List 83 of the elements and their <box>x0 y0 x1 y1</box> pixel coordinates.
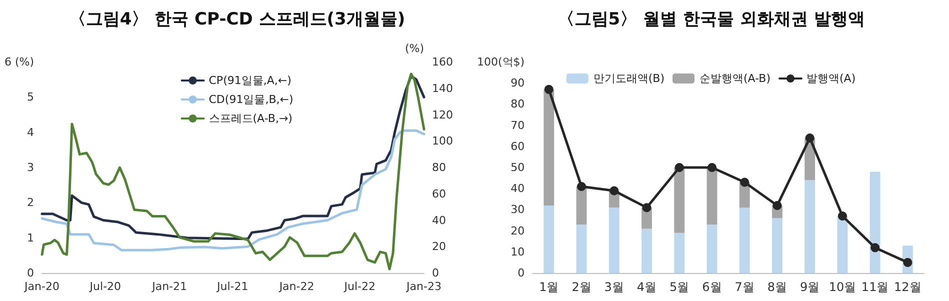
point <box>642 203 652 212</box>
chart-title: 〈그림5〉 월별 한국물 외화채권 발행액 <box>557 10 865 30</box>
bar <box>576 224 587 273</box>
y-tick-label: 30 <box>510 203 525 216</box>
x-tick-label: 5월 <box>670 280 690 294</box>
y-tick-label: 2 <box>27 196 34 210</box>
x-tick-label: 1월 <box>539 280 559 294</box>
bar <box>544 205 554 273</box>
x-tick-label: 7월 <box>734 280 754 294</box>
y-tick-label: 90 <box>510 76 525 90</box>
y-tick-label: 4 <box>27 126 34 139</box>
line-series <box>40 72 426 270</box>
point <box>838 212 847 221</box>
bar <box>674 168 685 233</box>
y-tick-label: 20 <box>510 224 525 238</box>
x-tick-label: 10월 <box>828 280 856 294</box>
y-tick-label: 5 <box>27 90 34 104</box>
bar <box>706 224 718 273</box>
y2-tick-label: 20 <box>432 240 446 254</box>
point <box>740 178 750 187</box>
bar <box>544 89 554 206</box>
y2-tick-label: 160 <box>432 56 453 68</box>
bar <box>706 168 718 224</box>
x-tick-label: 3월 <box>604 280 624 294</box>
y-tick-label: 6 (%) <box>4 56 34 68</box>
legend-label: 발행액(A) <box>806 72 856 85</box>
point <box>674 163 684 172</box>
y2-tick-label: 40 <box>432 214 446 227</box>
y-tick-label: 10 <box>510 245 525 258</box>
x-tick-label: 12월 <box>894 280 922 294</box>
x-tick-label: 4월 <box>636 280 657 294</box>
x-tick-label: 2월 <box>572 280 592 294</box>
x-tick-label: 11월 <box>861 280 889 294</box>
x-tick-label: 6월 <box>702 280 722 294</box>
bar <box>739 208 750 273</box>
x-tick-label: Jan-20 <box>24 280 60 293</box>
x-tick-label: Jul-21 <box>216 280 248 293</box>
y-tick-label: 40 <box>510 182 525 196</box>
y2-tick-label: 80 <box>432 161 446 174</box>
line-series <box>40 129 426 252</box>
point <box>805 133 814 142</box>
bar <box>837 216 848 273</box>
bar <box>642 228 652 273</box>
y-tick-label: 60 <box>510 140 525 153</box>
chart-title: 〈그림4〉 한국 CP-CD 스프레드(3개월물) <box>68 10 406 30</box>
legend-label: CD(91일물,B,←) <box>208 93 294 106</box>
y-tick-label: 100(억$) <box>477 56 525 68</box>
legend-label: 만기도래액(B) <box>593 72 665 85</box>
y-tick-label: 0 <box>27 266 34 280</box>
y-tick-label: 1 <box>27 231 34 244</box>
x-tick-label: Jan-23 <box>406 280 442 293</box>
bar <box>674 232 685 273</box>
x-tick-label: Jan-22 <box>278 280 314 293</box>
y2-tick-label: 140 <box>432 82 453 95</box>
legend-label: 스프레드(A-B,→) <box>208 112 292 125</box>
point <box>870 243 880 252</box>
x-tick-label: Jul-20 <box>88 280 122 293</box>
x-tick-label: 9월 <box>800 280 820 294</box>
bar <box>608 208 620 273</box>
y2-tick-label: 60 <box>432 187 446 200</box>
point <box>707 163 716 172</box>
legend-label: 순발행액(A-B) <box>700 72 771 85</box>
x-tick-label: Jan-21 <box>151 280 188 293</box>
y-tick-label: 70 <box>510 118 525 132</box>
y-tick-label: 3 <box>27 161 34 174</box>
y-tick-label: 50 <box>510 161 525 174</box>
bar <box>804 180 816 273</box>
point <box>610 186 619 196</box>
point <box>544 84 554 94</box>
bar <box>870 172 880 273</box>
y2-tick-label: 100 <box>432 134 453 148</box>
x-tick-label: Jul-22 <box>343 280 376 293</box>
x-tick-label: 8월 <box>767 280 788 294</box>
legend-label: CP(91일물,A,←) <box>208 74 292 87</box>
point <box>772 200 782 210</box>
point <box>577 182 586 191</box>
line-series <box>40 74 426 240</box>
y-tick-label: 80 <box>510 98 525 111</box>
y-tick-label: 0 <box>518 266 525 280</box>
bar <box>772 218 782 273</box>
y2-axis-title: (%) <box>404 42 424 55</box>
y2-tick-label: 0 <box>432 266 439 280</box>
y2-tick-label: 120 <box>432 108 453 122</box>
